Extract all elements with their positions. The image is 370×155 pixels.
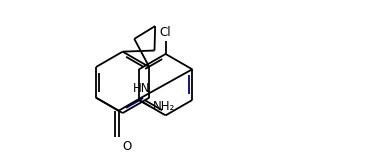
- Text: Cl: Cl: [160, 26, 171, 39]
- Text: NH₂: NH₂: [153, 100, 175, 113]
- Text: HN: HN: [132, 82, 150, 95]
- Text: O: O: [122, 140, 132, 153]
